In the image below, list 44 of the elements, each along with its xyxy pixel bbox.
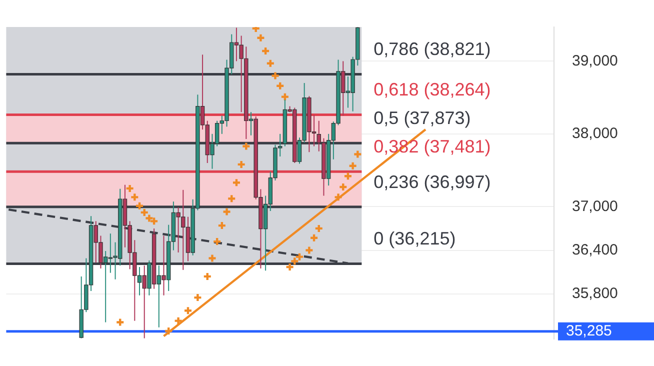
point (236, 160, 246, 170)
y-tick-label: 39,000 (572, 52, 618, 70)
point (270, 71, 280, 80)
ref-line-label: 0,786 (38,821) (374, 39, 491, 60)
ref-line-label: 0,618 (38,264) (374, 80, 491, 100)
point (242, 142, 251, 151)
point (276, 81, 285, 91)
point (227, 194, 236, 204)
point (294, 252, 304, 262)
point (309, 233, 319, 243)
point (260, 46, 270, 56)
ref-line-label: 0 (36,215) (374, 228, 456, 249)
point (222, 207, 232, 216)
ref-line-label: 0,236 (36,997) (374, 172, 491, 192)
point (314, 224, 324, 234)
point (125, 184, 134, 194)
point (130, 192, 140, 202)
point (304, 246, 314, 255)
point (183, 306, 193, 316)
point (202, 272, 212, 282)
y-tick-label: 38,000 (572, 125, 618, 142)
point (116, 318, 125, 327)
y-tick-label: 37,000 (572, 198, 618, 215)
point (256, 33, 266, 43)
point (164, 326, 174, 336)
y-tick-label: 35,800 (572, 285, 618, 302)
point (212, 236, 222, 246)
ref-line-label: 0,5 (37,873) (374, 108, 471, 128)
point (193, 292, 202, 302)
point (343, 171, 353, 181)
point (353, 150, 362, 159)
point (174, 316, 183, 326)
ref-line-label: 35,285 (566, 322, 612, 340)
point (285, 262, 294, 272)
y-tick-label: 36,400 (572, 241, 618, 258)
point (232, 178, 242, 188)
point (348, 161, 358, 171)
point (334, 192, 343, 202)
point (338, 182, 348, 192)
point (290, 256, 300, 266)
point (280, 92, 290, 102)
point (266, 58, 276, 68)
point (208, 254, 217, 263)
point (217, 220, 227, 230)
